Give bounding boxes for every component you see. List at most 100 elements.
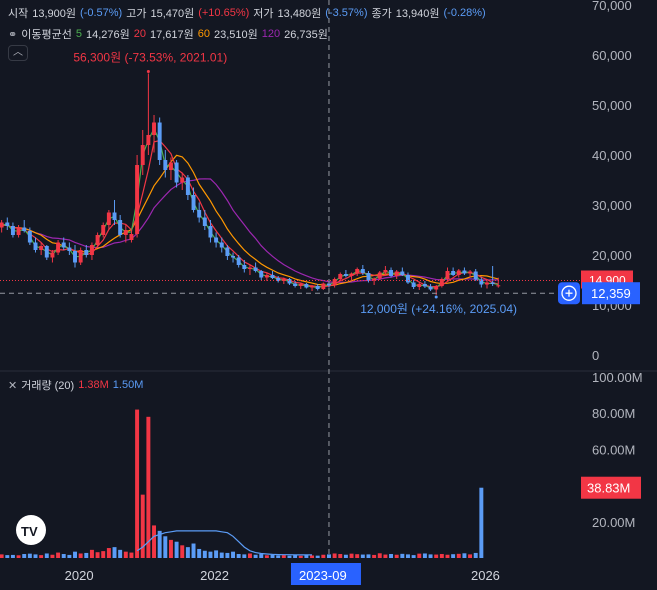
- candle-body: [191, 195, 196, 210]
- current-volume-badge: [581, 476, 641, 499]
- candle-body: [101, 225, 106, 235]
- candle-body: [479, 279, 484, 285]
- low-annotation: 12,000원 (+24.16%, 2025.04): [360, 302, 517, 316]
- candle-body: [451, 271, 456, 275]
- candle-body: [106, 212, 111, 225]
- open-value: 13,900원: [32, 8, 77, 20]
- ma20-value: 17,617원: [149, 29, 194, 41]
- volume-bar: [242, 554, 247, 558]
- volume-bar: [22, 554, 27, 558]
- candle-body: [163, 160, 168, 170]
- candle-body: [298, 284, 303, 286]
- volume-bar: [112, 547, 117, 558]
- ma20-period: 20: [133, 28, 146, 40]
- candle-body: [473, 271, 478, 280]
- price-tick-label: 70,000: [592, 0, 632, 13]
- volume-bar: [231, 551, 236, 558]
- volume-bar: [89, 549, 94, 558]
- volume-tick-label: 80.00M: [592, 406, 635, 421]
- candle-body: [259, 271, 264, 278]
- candle-body: [490, 282, 495, 284]
- candle-body: [146, 135, 151, 145]
- close-label: 종가: [371, 8, 392, 20]
- volume-bar: [281, 555, 286, 558]
- volume-bar: [377, 553, 382, 558]
- volume-bar: [185, 547, 190, 558]
- candle-body: [372, 278, 377, 281]
- high-value: 15,470원: [150, 8, 195, 20]
- volume-bar: [383, 554, 388, 558]
- volume-bar: [253, 554, 258, 558]
- plus-circle-icon[interactable]: [561, 285, 577, 301]
- volume-bar: [310, 555, 315, 558]
- tradingview-logo-icon[interactable]: [16, 515, 46, 545]
- volume-bar: [462, 553, 467, 558]
- volume-tick-label: 60.00M: [592, 442, 635, 457]
- candle-body: [468, 271, 473, 274]
- volume-bar: [479, 487, 484, 558]
- volume-title: 거래량 (20): [21, 380, 75, 392]
- volume-bar: [163, 536, 168, 558]
- price-tick-label: 0: [592, 348, 599, 363]
- crosshair-price-label: 12,359: [591, 286, 631, 301]
- volume-bar: [44, 553, 49, 558]
- volume-bar: [168, 539, 173, 558]
- volume-bar: [225, 552, 230, 558]
- volume-bar: [27, 553, 32, 558]
- candle-body: [27, 231, 32, 243]
- ma-legend[interactable]: ⚭ 이동평균선 5 14,276원 20 17,617원 60 23,510원 …: [8, 26, 328, 42]
- volume-tick-label: 20.00M: [592, 515, 635, 530]
- volume-bar: [197, 548, 202, 558]
- candle-body: [89, 245, 94, 255]
- volume-bar: [366, 554, 371, 558]
- volume-bar: [73, 551, 77, 558]
- volume-bar: [61, 554, 66, 558]
- high-change: (+10.65%): [198, 7, 250, 19]
- crosshair-price-badge: [582, 282, 640, 305]
- candle-body: [428, 286, 433, 290]
- volume-bar: [95, 552, 100, 558]
- volume-bar: [39, 555, 44, 558]
- high-marker: [146, 70, 150, 73]
- volume-bar: [293, 555, 298, 558]
- volume-bar: [208, 551, 213, 558]
- volume-bar: [140, 494, 145, 558]
- low-label: 저가: [253, 8, 274, 20]
- volume-bar: [191, 543, 196, 558]
- candle-body: [400, 271, 405, 275]
- candle-body: [360, 269, 365, 273]
- volume-bar: [135, 409, 140, 558]
- volume-ma-line: [136, 530, 312, 556]
- volume-bar: [56, 552, 61, 558]
- candle-body: [293, 283, 298, 286]
- volume-bar: [180, 545, 185, 558]
- crosshair-time-label: 2023-09: [299, 568, 347, 583]
- candle-body: [270, 275, 275, 278]
- candle-body: [174, 162, 179, 183]
- volume-bar: [332, 553, 337, 558]
- candle-body: [140, 145, 145, 165]
- candle-body: [321, 283, 326, 289]
- volume-bar: [287, 555, 292, 558]
- collapse-legend-button[interactable]: ︿: [8, 45, 28, 61]
- candle-body: [462, 270, 467, 274]
- candle-body: [496, 285, 501, 287]
- volume-legend[interactable]: ✕ 거래량 (20) 1.38M 1.50M: [8, 377, 143, 393]
- volume-bar: [304, 555, 309, 558]
- volume-bar: [78, 553, 83, 558]
- candle-body: [185, 177, 190, 195]
- candle-body: [406, 275, 410, 283]
- volume-bar: [10, 554, 15, 558]
- tradingview-logo-glyph: TV: [21, 524, 38, 539]
- volume-bar: [0, 554, 4, 558]
- candle-body: [197, 210, 202, 218]
- volume-bar: [5, 555, 10, 558]
- current-volume-badge-label: 38.83M: [587, 481, 630, 496]
- candle-body: [349, 273, 354, 276]
- candle-body: [366, 273, 371, 281]
- x-icon[interactable]: ✕: [8, 379, 18, 392]
- indicator-icon[interactable]: ⚭: [8, 28, 18, 41]
- volume-bar: [264, 555, 269, 558]
- candle-body: [73, 251, 77, 263]
